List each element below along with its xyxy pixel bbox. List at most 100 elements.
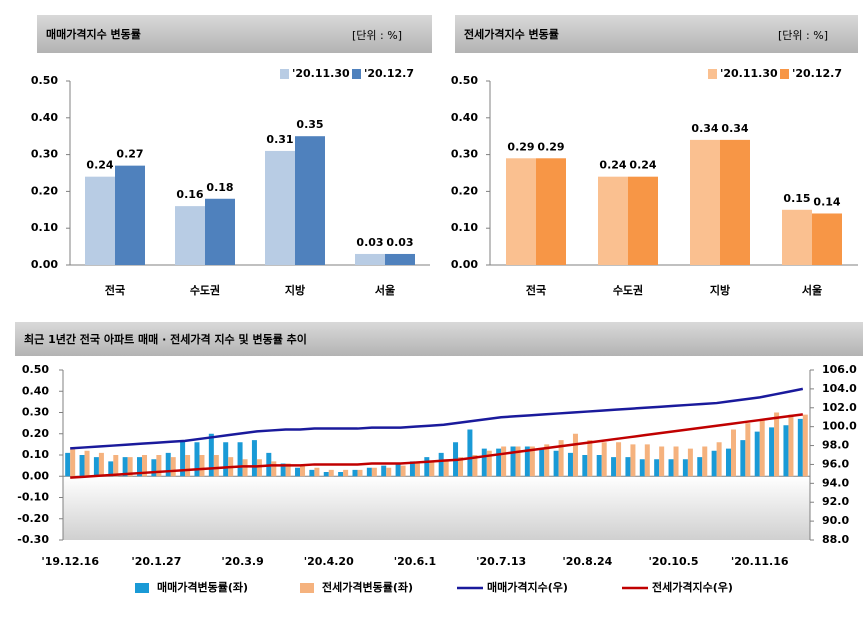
y-tick-label: 98.0 (822, 439, 849, 452)
bar (510, 446, 516, 477)
bar (515, 446, 521, 477)
value-label: 0.24 (86, 159, 113, 172)
bar (371, 467, 377, 477)
bar (467, 429, 473, 477)
bar (85, 176, 115, 265)
bar (625, 457, 631, 477)
value-label: 0.27 (116, 148, 143, 161)
y-tick-label: 0.30 (31, 148, 58, 161)
bar (175, 206, 205, 265)
legend-swatch (135, 583, 149, 593)
value-label: 0.24 (599, 159, 626, 172)
y-tick-label: 0.40 (451, 111, 478, 124)
value-label: 0.18 (206, 181, 233, 194)
bar (409, 461, 415, 477)
bar (759, 418, 765, 477)
x-tick-label: 서울 (802, 283, 822, 297)
bar (213, 455, 219, 477)
value-label: 0.29 (537, 140, 564, 153)
bar (414, 463, 420, 477)
bar (251, 440, 257, 477)
bar (788, 414, 794, 477)
y-tick-label: 104.0 (822, 382, 857, 395)
y-tick-label: 0.20 (451, 184, 478, 197)
bar (506, 158, 536, 265)
bar (137, 457, 143, 477)
bar (271, 461, 277, 477)
legend-swatch (280, 69, 289, 79)
x-tick-label: '20.4.20 (304, 555, 354, 568)
y-tick-label: 0.20 (31, 184, 58, 197)
y-tick-label: 0.50 (22, 363, 49, 376)
bar (716, 442, 722, 477)
y-tick-label: 0.00 (31, 258, 58, 271)
bar (208, 433, 214, 477)
bar (400, 465, 406, 477)
line (70, 387, 804, 450)
bar (687, 448, 693, 477)
bar (598, 176, 628, 265)
value-label: 0.24 (629, 159, 656, 172)
bar (265, 150, 295, 265)
legend-label: '20.12.7 (364, 67, 414, 80)
y-tick-label: 88.0 (822, 533, 849, 546)
header-bar (15, 322, 863, 356)
bar (812, 213, 842, 265)
negative-area (63, 476, 810, 540)
x-tick-label: 전국 (526, 283, 546, 297)
y-tick-label: 92.0 (822, 495, 849, 508)
y-tick-label: 0.40 (22, 384, 49, 397)
bar (199, 455, 205, 477)
bar (142, 455, 148, 477)
bar (725, 448, 731, 477)
chart-title: 전세가격지수 변동률 (464, 27, 559, 41)
bar (424, 457, 430, 477)
bar (65, 452, 71, 477)
value-label: 0.34 (691, 122, 718, 135)
bar (314, 467, 320, 477)
bar (783, 425, 789, 477)
bar (429, 461, 435, 477)
bar (205, 198, 235, 265)
bar (782, 209, 812, 265)
bar (628, 176, 658, 265)
legend-label: 매매가격변동률(좌) (157, 580, 248, 594)
legend-swatch (300, 583, 314, 593)
bar (797, 418, 803, 477)
bar (730, 429, 736, 477)
y-tick-label: 0.20 (22, 427, 49, 440)
y-tick-label: 94.0 (822, 476, 849, 489)
bar (185, 455, 191, 477)
bar (458, 457, 464, 477)
x-tick-label: '20.1.27 (131, 555, 181, 568)
y-tick-label: 0.10 (31, 221, 58, 234)
bar (659, 446, 665, 477)
bar (98, 452, 104, 477)
value-label: 0.14 (813, 195, 840, 208)
bar (357, 469, 363, 477)
bar (596, 455, 602, 477)
bar (587, 440, 593, 477)
y-tick-label: 0.40 (31, 111, 58, 124)
bar (180, 440, 186, 477)
x-tick-label: 지방 (710, 283, 730, 297)
bar (165, 452, 171, 477)
bar (539, 448, 545, 477)
bar (323, 472, 329, 477)
value-label: 0.29 (507, 140, 534, 153)
bar (338, 472, 344, 477)
header-bar (37, 15, 432, 53)
y-tick-label: 0.30 (451, 148, 478, 161)
bar (524, 446, 530, 477)
bar (690, 139, 720, 265)
x-tick-label: 전국 (105, 283, 125, 297)
bar (84, 450, 90, 477)
y-tick-label: 102.0 (822, 401, 857, 414)
bar (115, 165, 145, 265)
bar (328, 469, 334, 477)
legend-label: '20.11.30 (292, 67, 350, 80)
bar (242, 459, 248, 477)
value-label: 0.35 (296, 118, 323, 131)
bar (127, 457, 133, 477)
x-tick-label: '19.12.16 (41, 555, 99, 568)
